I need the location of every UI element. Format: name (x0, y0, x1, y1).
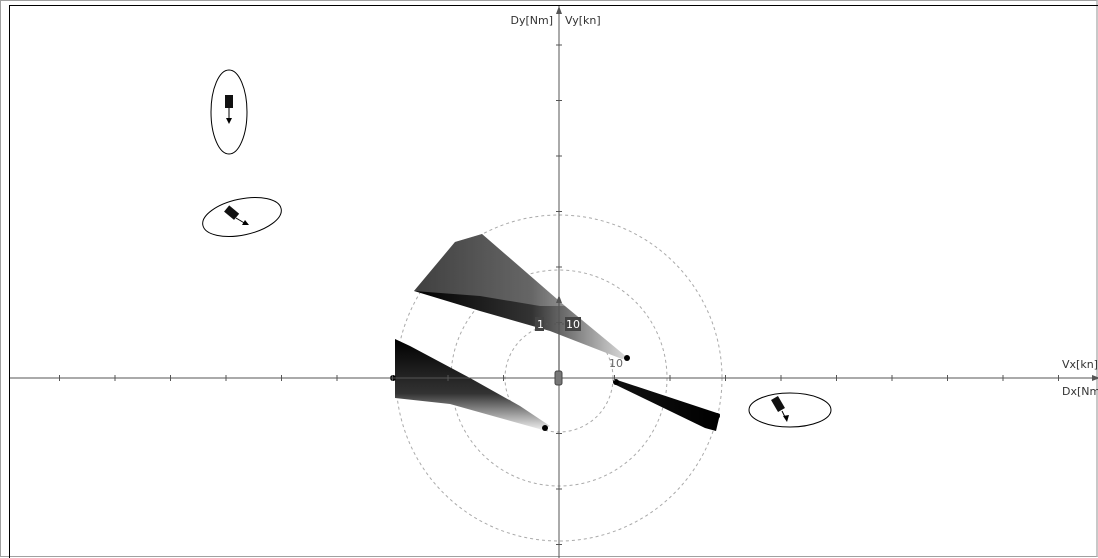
heading-arrow-icon (783, 415, 789, 422)
target-right[interactable] (748, 392, 832, 428)
y-axis-label-speed: Vy[kn] (565, 14, 601, 27)
y-axis-ticks (556, 44, 562, 545)
x-axis-ticks (59, 375, 1059, 381)
velocity-label-box-left (535, 317, 544, 331)
x-axis-label-speed: Vx[kn] (1062, 358, 1098, 371)
y-axis-arrow-icon (556, 6, 562, 14)
range-ring-label: 10 (609, 357, 623, 370)
radar-plot-svg[interactable]: Dy[Nm] Vy[kn] Vx[kn] Dx[Nm] 10 1 10 (10, 6, 1098, 558)
velocity-label-box-right (565, 317, 581, 331)
axes (10, 6, 1098, 558)
ship-icon (771, 395, 785, 413)
sector-edge-dot (714, 413, 720, 419)
y-axis-label-distance: Dy[Nm] (510, 14, 553, 27)
x-axis-label-distance: Dx[Nm] (1062, 385, 1098, 398)
own-ship-icon (554, 370, 563, 386)
velocity-label-left: 1 (537, 318, 544, 331)
collision-sectors (390, 234, 720, 431)
ship-icon (225, 95, 233, 108)
sector-edge-dot (624, 355, 630, 361)
danger-sector-upper-fade (414, 234, 565, 306)
own-ship[interactable]: 1 10 (535, 295, 581, 386)
target-ellipse (202, 197, 282, 237)
sector-edge-dot (613, 379, 619, 385)
ship-icon (224, 205, 240, 220)
danger-sector-lower-left (395, 339, 550, 430)
target-top-left[interactable] (210, 69, 248, 155)
sector-edge-dot (542, 425, 548, 431)
heading-arrow-icon (226, 118, 232, 124)
heading-arrow-icon (242, 220, 249, 225)
radar-plot-canvas[interactable]: Dy[Nm] Vy[kn] Vx[kn] Dx[Nm] 10 1 10 (9, 5, 1098, 558)
target-ellipse (748, 392, 832, 428)
velocity-label-right: 10 (566, 318, 580, 331)
target-mid-left[interactable] (199, 191, 285, 243)
own-velocity-arrow-icon (556, 295, 562, 303)
x-axis-arrow-icon (1092, 375, 1098, 381)
danger-sector-right (614, 379, 720, 431)
